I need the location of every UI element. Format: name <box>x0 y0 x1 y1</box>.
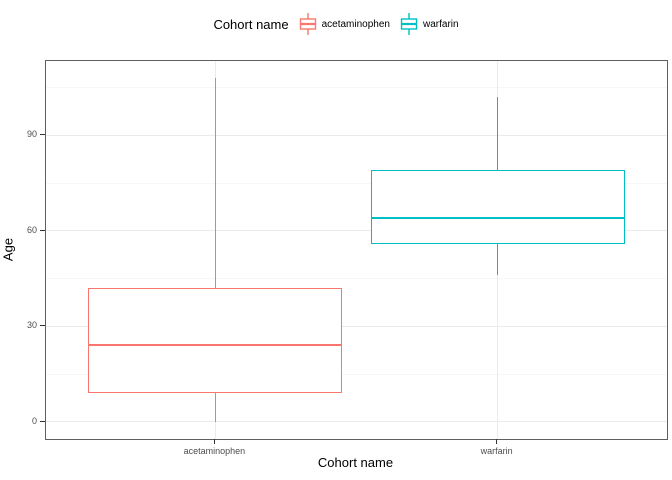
plot-panel <box>45 60 668 440</box>
major-gridline <box>46 325 667 327</box>
y-tick-label: 60 <box>26 224 37 235</box>
minor-gridline <box>46 278 667 280</box>
boxplot-box-warfarin <box>370 170 625 244</box>
legend-item-label: warfarin <box>422 18 459 30</box>
major-gridline <box>46 230 667 232</box>
x-tick-mark <box>496 439 498 444</box>
boxplot-lower-whisker <box>497 243 499 276</box>
major-gridline <box>46 421 667 423</box>
boxplot-lower-whisker <box>214 393 216 422</box>
x-tick-label: acetaminophen <box>183 446 246 456</box>
x-tick-label: warfarin <box>480 446 513 456</box>
x-tick-mark <box>213 439 215 444</box>
boxplot-median-warfarin <box>370 217 625 220</box>
minor-gridline <box>46 373 667 375</box>
x-axis-title: Cohort name <box>317 455 394 470</box>
y-tick-mark <box>40 325 45 327</box>
minor-gridline <box>46 182 667 184</box>
legend-item-label: acetaminophen <box>321 18 390 30</box>
boxplot-upper-whisker <box>214 78 216 289</box>
y-tick-label: 90 <box>26 129 37 140</box>
y-tick-mark <box>40 420 45 422</box>
legend-item-warfarin[interactable]: warfarin <box>400 11 459 37</box>
major-gridline <box>46 134 667 136</box>
legend: Cohort name acetaminophen warfarin <box>0 10 672 38</box>
legend-title: Cohort name <box>213 16 289 32</box>
boxplot-key-icon <box>299 13 316 35</box>
boxplot-median-acetaminophen <box>88 344 343 347</box>
y-tick-mark <box>40 134 45 136</box>
y-tick-label: 0 <box>31 415 37 426</box>
boxplot-key-icon <box>400 13 418 35</box>
legend-item-acetaminophen[interactable]: acetaminophen <box>299 11 390 37</box>
minor-gridline <box>46 87 667 89</box>
boxplot-upper-whisker <box>497 97 499 171</box>
boxplot-box-acetaminophen <box>88 288 343 394</box>
y-tick-label: 30 <box>26 320 37 331</box>
y-tick-mark <box>40 229 45 231</box>
